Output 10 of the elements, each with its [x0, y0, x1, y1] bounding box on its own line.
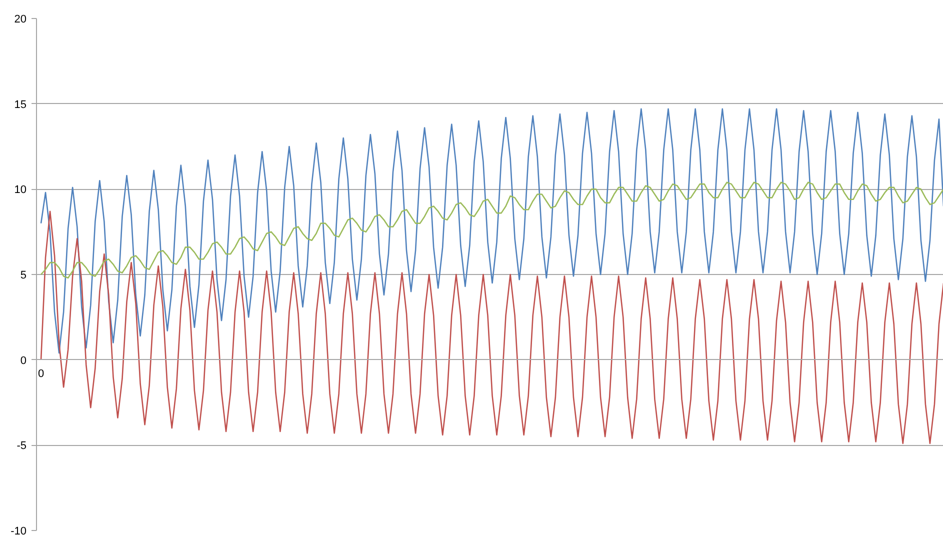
y-tick-label: 20 [14, 14, 27, 26]
y-tick-label: -5 [16, 440, 26, 452]
y-tick-label: 0 [20, 354, 27, 367]
y-tick-label: 15 [14, 98, 27, 111]
y-tick-label: 5 [20, 270, 27, 282]
y-tick-label: -10 [10, 526, 27, 538]
line-series [40, 108, 943, 354]
y-tick-label: 10 [14, 184, 27, 196]
line-series [40, 182, 943, 279]
line-series [40, 210, 943, 444]
